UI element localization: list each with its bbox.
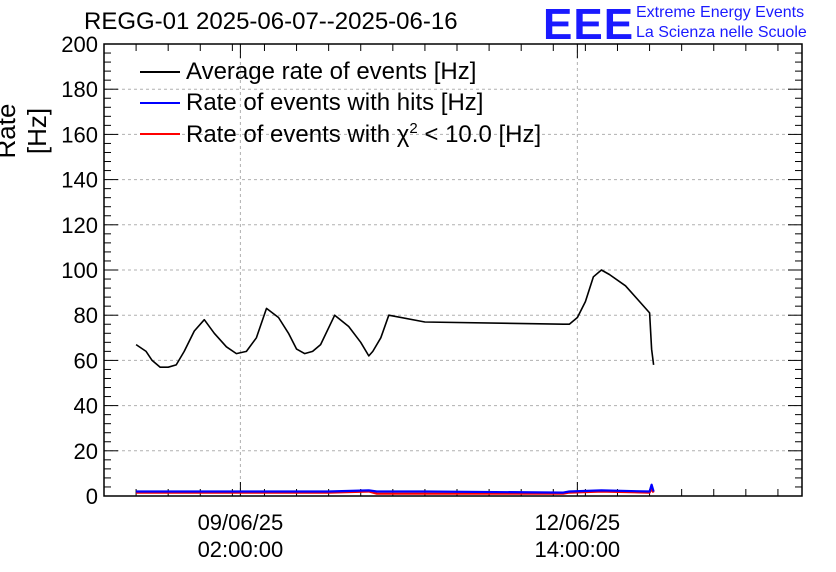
x-tick-time-label: 02:00:00 bbox=[198, 537, 284, 562]
logo-line-2: La Scienza nelle Scuole bbox=[636, 24, 807, 41]
series-line bbox=[135, 269, 655, 369]
y-tick-label: 20 bbox=[74, 439, 98, 464]
legend-swatch-hits bbox=[140, 102, 180, 104]
x-tick-date-label: 09/06/25 bbox=[198, 510, 284, 535]
legend-item-hits: Rate of events with hits [Hz] bbox=[140, 88, 483, 118]
legend-label-average: Average rate of events [Hz] bbox=[186, 58, 477, 85]
y-tick-label: 80 bbox=[74, 303, 98, 328]
series-line bbox=[136, 483, 655, 494]
x-tick-date-label: 12/06/25 bbox=[535, 510, 621, 535]
chart-title: REGG-01 2025-06-07--2025-06-16 bbox=[84, 8, 458, 35]
legend-item-average: Average rate of events [Hz] bbox=[140, 57, 476, 87]
y-tick-label: 120 bbox=[61, 213, 98, 238]
eee-logo: EEE bbox=[543, 0, 635, 49]
y-tick-label: 180 bbox=[61, 77, 98, 102]
y-tick-label: 140 bbox=[61, 168, 98, 193]
legend-chi2-prefix: Rate of events with bbox=[186, 120, 397, 148]
legend-swatch-average bbox=[140, 71, 180, 73]
y-tick-label: 60 bbox=[74, 348, 98, 373]
legend-chi2-suffix: < 10.0 [Hz] bbox=[417, 120, 542, 148]
legend-label-chi2: Rate of events with χ2 < 10.0 [Hz] bbox=[186, 120, 541, 149]
legend-swatch-chi2 bbox=[140, 133, 180, 135]
legend-chi2-sup: 2 bbox=[409, 119, 418, 137]
y-tick-label: 0 bbox=[86, 484, 98, 509]
y-tick-label: 40 bbox=[74, 394, 98, 419]
y-tick-label: 200 bbox=[61, 32, 98, 57]
y-tick-label: 100 bbox=[61, 258, 98, 283]
x-tick-time-label: 14:00:00 bbox=[535, 537, 621, 562]
legend-label-hits: Rate of events with hits [Hz] bbox=[186, 89, 484, 116]
logo-line-1: Extreme Energy Events bbox=[636, 4, 805, 21]
y-tick-label: 160 bbox=[61, 122, 98, 147]
legend-item-chi2: Rate of events with χ2 < 10.0 [Hz] bbox=[140, 119, 541, 149]
legend-chi2-symbol: χ bbox=[396, 120, 410, 148]
plot-frame bbox=[103, 43, 803, 497]
